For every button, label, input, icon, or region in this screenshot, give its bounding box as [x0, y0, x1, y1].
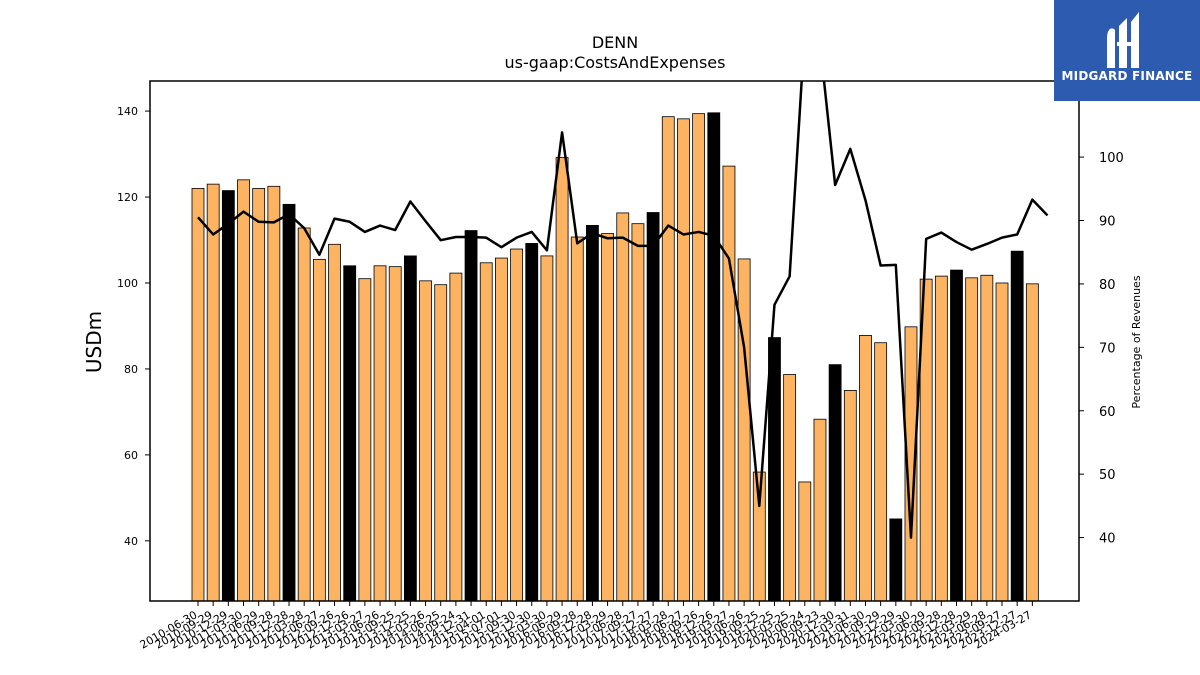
y-tick-label: 40: [124, 535, 138, 548]
bar: [798, 481, 812, 602]
bar: [328, 243, 341, 602]
y2-tick-label: 70: [1099, 341, 1116, 356]
bar: [616, 212, 630, 602]
bar: [221, 190, 235, 602]
bar: [661, 116, 675, 602]
bar: [586, 224, 599, 602]
bar: [965, 277, 979, 602]
chart-subtitle: us-gaap:CostsAndExpenses: [505, 53, 726, 72]
bar: [555, 157, 569, 602]
bar: [934, 275, 948, 602]
midgard-logo-icon: [1107, 12, 1139, 68]
bar: [722, 165, 736, 602]
bar: [570, 236, 584, 602]
bar: [388, 266, 402, 602]
logo-text: MIDGARD FINANCE: [1061, 69, 1193, 83]
right-axis: 40 50 60 70 80 90 100: [1079, 151, 1124, 547]
bar: [358, 278, 372, 602]
bar: [646, 212, 660, 602]
bar: [813, 418, 827, 602]
y2-tick-label: 90: [1099, 215, 1116, 230]
bar: [434, 284, 448, 602]
bar: [1010, 250, 1024, 602]
bar: [540, 255, 554, 602]
y2-tick-label: 60: [1099, 405, 1116, 420]
y-tick-label: 100: [117, 277, 138, 290]
bar: [783, 374, 797, 602]
bar: [828, 364, 842, 602]
y2-tick-label: 100: [1099, 151, 1124, 166]
plot-frame: [149, 80, 1080, 602]
bar: [737, 258, 751, 602]
y2-tick-label: 50: [1099, 468, 1116, 483]
bar: [525, 243, 539, 602]
bar: [403, 255, 417, 602]
bar: [889, 518, 903, 602]
bar: [874, 342, 888, 602]
series-line: [197, 81, 1049, 539]
bar: [252, 188, 266, 602]
bar: [464, 230, 478, 602]
bar: [373, 265, 387, 602]
y2-tick-label: 40: [1099, 532, 1116, 547]
bar: [980, 274, 994, 602]
y2-tick-label: 80: [1099, 278, 1116, 293]
y2-axis-label: Percentage of Revenues: [1130, 275, 1143, 408]
bar: [237, 179, 250, 602]
bar: [859, 335, 872, 602]
bar: [479, 262, 493, 602]
bar: [1025, 283, 1039, 602]
line-group: [197, 81, 1049, 539]
bar: [191, 188, 205, 602]
bar: [843, 390, 857, 602]
bar: [601, 233, 614, 602]
bar: [206, 183, 220, 602]
bar: [282, 203, 296, 602]
bar: [995, 282, 1009, 602]
bar: [494, 257, 508, 602]
bar: [950, 269, 963, 602]
bar: [343, 265, 357, 602]
bar: [312, 258, 326, 602]
bar: [419, 280, 432, 602]
x-axis: 2010-06-302010-09-292010-12-292011-03-30…: [138, 601, 1034, 652]
chart-title: DENN: [592, 33, 638, 52]
y-tick-label: 140: [117, 105, 138, 118]
bar: [510, 248, 523, 602]
bar: [449, 272, 463, 602]
y-axis-label: USDm: [82, 311, 106, 373]
bar: [707, 112, 721, 602]
bar: [692, 113, 706, 602]
y-tick-label: 60: [124, 449, 138, 462]
left-axis: 40 60 80 100 120 140: [117, 105, 150, 548]
bar: [631, 223, 645, 602]
y-tick-label: 80: [124, 363, 138, 376]
bar: [297, 227, 311, 602]
bar: [267, 185, 281, 602]
bar: [677, 118, 690, 602]
brand-logo: MIDGARD FINANCE: [1054, 0, 1200, 101]
y-tick-label: 120: [117, 191, 138, 204]
